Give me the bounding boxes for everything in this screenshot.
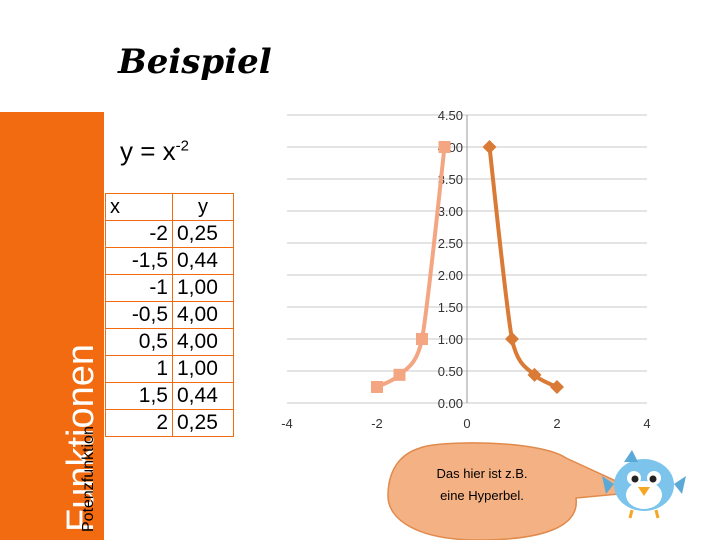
cell-x: -2 xyxy=(105,220,173,248)
data-point xyxy=(550,380,564,394)
sidebar-band xyxy=(0,112,104,540)
x-tick-label: 4 xyxy=(643,416,650,431)
series-line xyxy=(375,145,447,389)
header-y: y xyxy=(172,193,234,221)
x-tick-label: 0 xyxy=(463,416,470,431)
table-row: 2 0,25 xyxy=(105,409,234,437)
table-row: 0,5 4,00 xyxy=(105,328,234,356)
cell-x: 1,5 xyxy=(105,382,173,410)
cell-y: 0,44 xyxy=(172,247,234,275)
table-row: 1,5 0,44 xyxy=(105,382,234,410)
cell-y: 0,25 xyxy=(172,220,234,248)
x-tick-label: -2 xyxy=(371,416,383,431)
formula-exponent: -2 xyxy=(175,137,189,155)
data-point xyxy=(527,367,542,382)
series-line xyxy=(487,145,559,389)
cell-x: 0,5 xyxy=(105,328,173,356)
cell-y: 0,25 xyxy=(172,409,234,437)
y-tick-label: 3.50 xyxy=(438,172,463,187)
y-tick-label: 1.00 xyxy=(438,332,463,347)
y-tick-label: 3.00 xyxy=(438,204,463,219)
y-tick-label: 2.50 xyxy=(438,236,463,251)
table-row: -1,5 0,44 xyxy=(105,247,234,275)
y-tick-label: 0.50 xyxy=(438,364,463,379)
data-point xyxy=(438,141,451,153)
slide-title: Beispiel xyxy=(118,42,272,82)
x-tick-label: 2 xyxy=(553,416,560,431)
data-point xyxy=(393,368,406,381)
table-row: -0,5 4,00 xyxy=(105,301,234,329)
table-row: -2 0,25 xyxy=(105,220,234,248)
x-tick-label: -4 xyxy=(281,416,293,431)
data-point xyxy=(482,140,497,154)
bird-mascot-icon xyxy=(602,450,686,519)
cell-x: -1,5 xyxy=(105,247,173,275)
data-point xyxy=(505,332,519,346)
data-point xyxy=(371,381,383,393)
formula-base: y = x xyxy=(120,136,176,166)
header-x: x xyxy=(105,193,173,221)
cell-y: 1,00 xyxy=(172,274,234,302)
table-header-row: x y xyxy=(105,193,234,221)
callout-bubble xyxy=(387,442,643,540)
table-row: 1 1,00 xyxy=(105,355,234,383)
table-row: -1 1,00 xyxy=(105,274,234,302)
cell-y: 4,00 xyxy=(172,301,234,329)
cell-y: 4,00 xyxy=(172,328,234,356)
y-tick-label: 0.00 xyxy=(438,396,463,411)
cell-x: 2 xyxy=(105,409,173,437)
y-tick-label: 2.00 xyxy=(438,268,463,283)
callout-line-1: Das hier ist z.B. xyxy=(436,466,527,481)
callout-line-2: eine Hyperbel. xyxy=(440,488,524,503)
value-table: x y -2 0,25 -1,5 0,44 -1 1,00 -0,5 4,00 0,5 4,00 1… xyxy=(105,193,234,437)
formula: y = x-2 xyxy=(120,136,189,167)
y-tick-label: 4.50 xyxy=(438,108,463,123)
y-tick-label: 1.50 xyxy=(438,300,463,315)
cell-y: 1,00 xyxy=(172,355,234,383)
data-point xyxy=(416,333,428,345)
